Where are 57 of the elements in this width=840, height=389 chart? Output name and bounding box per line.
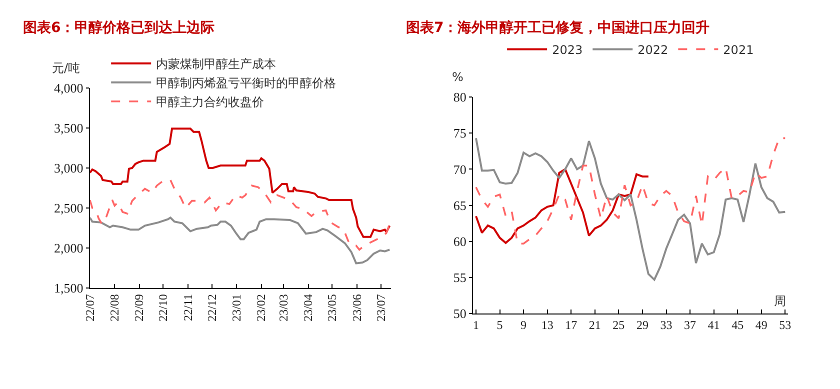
x-tick-label: 23/06 bbox=[350, 294, 364, 322]
legend-label: 2022 bbox=[638, 42, 668, 57]
legend-label: 甲醇主力合约收盘价 bbox=[156, 95, 264, 110]
y-tick-label: 1,500 bbox=[54, 280, 84, 296]
x-tick-label: 41 bbox=[708, 318, 720, 332]
x-tick-label: 5 bbox=[496, 318, 503, 332]
y-tick-label: 60 bbox=[453, 234, 466, 249]
line-series bbox=[90, 128, 391, 238]
y-tick-label: 2,500 bbox=[54, 200, 84, 216]
x-tick-label: 1 bbox=[473, 318, 479, 332]
y-axis-title: % bbox=[452, 70, 464, 84]
x-tick-label: 23/03 bbox=[276, 294, 291, 322]
x-tick-label: 23/05 bbox=[325, 294, 340, 322]
line-series bbox=[90, 179, 391, 251]
y-tick-label: 2,000 bbox=[54, 240, 84, 256]
line-series bbox=[475, 137, 786, 281]
x-tick-label: 22/09 bbox=[132, 294, 146, 322]
x-tick-label: 9 bbox=[520, 318, 527, 332]
y-tick-label: 3,500 bbox=[54, 120, 84, 136]
x-tick-label: 33 bbox=[660, 318, 672, 332]
legend-label: 甲醇制丙烯盈亏平衡时的甲醇价格 bbox=[156, 76, 336, 90]
x-tick-label: 22/08 bbox=[108, 294, 122, 322]
y-axis-title: 元/吨 bbox=[52, 61, 80, 75]
x-tick-label: 17 bbox=[565, 318, 578, 332]
x-tick-label: 22/10 bbox=[156, 294, 170, 322]
y-tick-label: 4,000 bbox=[54, 80, 84, 96]
x-tick-label: 25 bbox=[612, 318, 625, 332]
x-tick-label: 23/01 bbox=[229, 294, 244, 322]
legend-label: 内蒙煤制甲醇生产成本 bbox=[156, 57, 276, 72]
y-tick-label: 80 bbox=[453, 90, 466, 105]
x-tick-label: 22/07 bbox=[82, 294, 97, 322]
x-tick-label: 13 bbox=[541, 318, 554, 332]
x-tick-label: 37 bbox=[684, 318, 696, 332]
x-tick-label: 23/07 bbox=[374, 294, 388, 322]
y-tick-label: 55 bbox=[453, 270, 466, 286]
x-tick-label: 49 bbox=[755, 318, 768, 332]
line-series bbox=[475, 168, 650, 244]
line-series bbox=[475, 137, 786, 245]
legend-label: 2023 bbox=[552, 42, 583, 57]
x-tick-label: 23/04 bbox=[301, 294, 316, 322]
x-tick-label: 29 bbox=[636, 318, 648, 332]
y-tick-label: 75 bbox=[453, 126, 466, 141]
y-tick-label: 3,000 bbox=[54, 160, 84, 176]
x-tick-label: 23/02 bbox=[254, 294, 268, 322]
x-tick-label: 45 bbox=[732, 318, 744, 332]
chart-title: 图表6：甲醇价格已到达上边际 bbox=[23, 19, 215, 36]
line-series bbox=[90, 216, 391, 264]
y-tick-label: 50 bbox=[453, 306, 466, 322]
x-tick-label: 22/12 bbox=[204, 294, 219, 322]
legend-label: 2021 bbox=[723, 42, 754, 57]
chart-title: 图表7：海外甲醇开工已修复，中国进口压力回升 bbox=[406, 19, 710, 36]
y-tick-label: 65 bbox=[453, 198, 466, 213]
x-axis-title: 周 bbox=[774, 294, 786, 308]
x-tick-label: 53 bbox=[779, 318, 792, 332]
x-tick-label: 22/11 bbox=[180, 294, 195, 321]
x-tick-label: 21 bbox=[588, 318, 601, 332]
y-tick-label: 70 bbox=[453, 162, 466, 177]
